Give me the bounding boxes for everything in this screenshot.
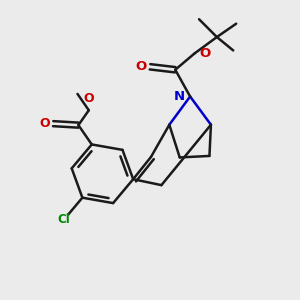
Text: N: N — [174, 90, 185, 103]
Text: O: O — [199, 47, 210, 60]
Text: Cl: Cl — [58, 213, 70, 226]
Text: O: O — [83, 92, 94, 105]
Text: O: O — [135, 60, 146, 73]
Text: O: O — [39, 117, 50, 130]
